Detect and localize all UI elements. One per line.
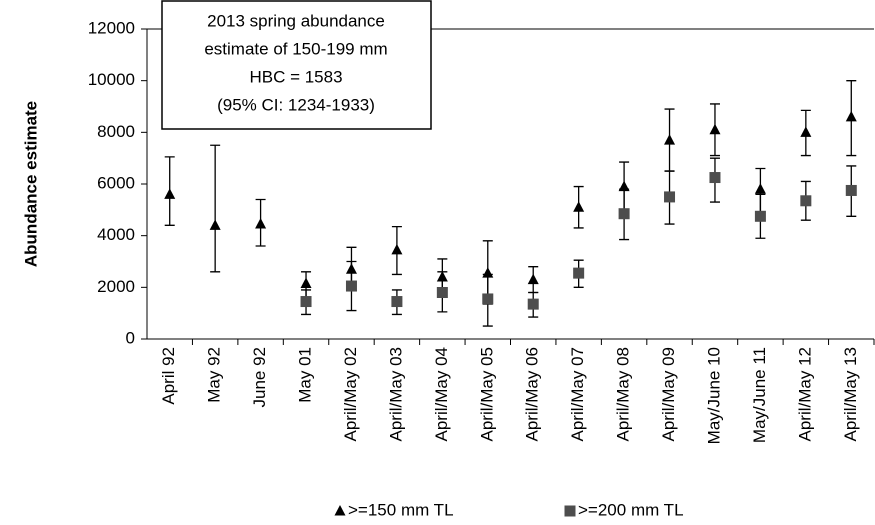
x-tick-label: April/May 13 bbox=[841, 347, 860, 441]
x-tick-label: April/May 06 bbox=[523, 347, 542, 441]
data-point bbox=[573, 267, 585, 279]
data-point bbox=[709, 172, 721, 184]
legend-marker bbox=[334, 505, 346, 516]
annotation-box bbox=[161, 0, 432, 130]
data-point bbox=[800, 126, 812, 137]
data-point bbox=[391, 296, 403, 308]
data-point bbox=[482, 293, 494, 305]
data-point bbox=[300, 277, 312, 288]
x-tick-label: April/May 07 bbox=[568, 347, 587, 441]
data-point bbox=[436, 287, 448, 298]
data-point bbox=[618, 180, 630, 192]
x-tick-label: May/June 10 bbox=[704, 347, 723, 444]
legend-label: >=200 mm TL bbox=[578, 500, 684, 519]
y-tick-label: 4000 bbox=[97, 225, 135, 244]
x-tick-label: May 92 bbox=[205, 347, 224, 403]
x-tick-label: April/May 08 bbox=[614, 347, 633, 441]
data-point bbox=[754, 183, 766, 194]
y-tick-label: 12000 bbox=[88, 18, 135, 37]
data-point bbox=[709, 123, 721, 135]
error-bar bbox=[210, 144, 221, 273]
data-point bbox=[527, 273, 539, 285]
y-tick-label: 0 bbox=[126, 328, 135, 347]
x-tick-label: June 92 bbox=[250, 347, 269, 408]
x-tick-label: April/May 03 bbox=[386, 347, 405, 441]
data-point bbox=[664, 134, 676, 145]
data-point bbox=[845, 110, 857, 122]
annotation-text: estimate of 150-199 mm bbox=[204, 39, 387, 58]
data-point bbox=[845, 184, 857, 196]
data-point bbox=[345, 280, 357, 292]
x-tick-label: April/May 05 bbox=[477, 347, 496, 441]
data-point bbox=[573, 201, 585, 212]
x-tick-label: May 01 bbox=[296, 347, 315, 403]
y-tick-label: 6000 bbox=[97, 173, 135, 192]
annotation-text: (95% CI: 1234-1933) bbox=[217, 95, 375, 114]
x-tick-label: May/June 11 bbox=[750, 347, 769, 443]
annotation-text: HBC = 1583 bbox=[249, 67, 342, 86]
legend-marker bbox=[564, 505, 576, 517]
y-tick-label: 2000 bbox=[97, 277, 135, 296]
legend-label: >=150 mm TL bbox=[348, 500, 454, 519]
y-axis-label: Abundance estimate bbox=[21, 101, 40, 267]
data-point bbox=[754, 210, 766, 222]
data-point bbox=[255, 218, 267, 229]
data-point bbox=[164, 188, 176, 199]
data-point bbox=[209, 219, 221, 230]
x-tick-label: April/May 12 bbox=[795, 347, 814, 441]
x-tick-label: April 92 bbox=[159, 347, 178, 405]
x-tick-label: April/May 09 bbox=[659, 347, 678, 441]
y-tick-label: 8000 bbox=[97, 122, 135, 141]
x-tick-label: April/May 02 bbox=[341, 347, 360, 441]
annotation-text: 2013 spring abundance bbox=[207, 11, 385, 30]
data-point bbox=[664, 191, 676, 203]
data-point bbox=[618, 208, 630, 220]
data-point bbox=[527, 298, 539, 310]
data-point bbox=[391, 243, 403, 255]
y-tick-label: 10000 bbox=[88, 70, 135, 89]
data-point bbox=[800, 195, 812, 207]
x-tick-label: April/May 04 bbox=[432, 347, 451, 441]
data-point bbox=[300, 296, 312, 308]
